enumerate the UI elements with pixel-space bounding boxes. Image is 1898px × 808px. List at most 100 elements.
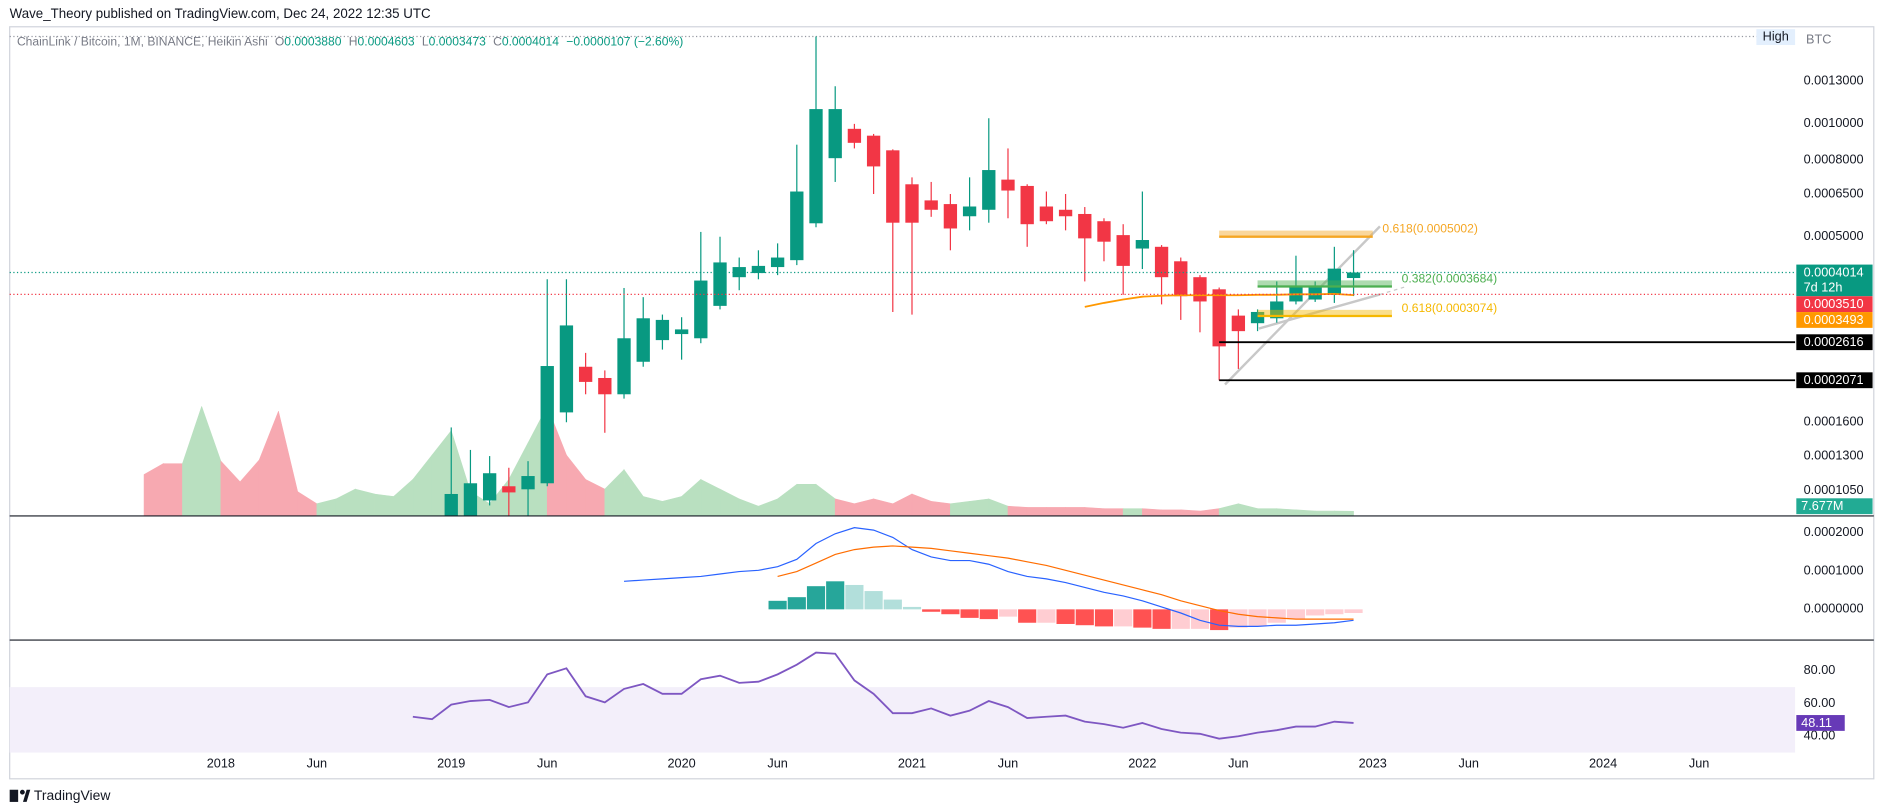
volume-area [1276, 508, 1297, 516]
frame [9, 26, 1875, 780]
x-tick-label: Jun [1689, 756, 1709, 771]
price-label: 0.0003493 [1804, 312, 1864, 327]
high-label: High [1763, 28, 1789, 43]
candle-body [943, 204, 958, 229]
indicator-value: 48.11 [1801, 715, 1832, 730]
price-label-box [1796, 296, 1873, 313]
price-label-box [1796, 264, 1873, 297]
legend-value: 0.0003880 [284, 35, 341, 49]
channel-line [1258, 293, 1381, 330]
y-tick-label: 0.0001000 [1804, 562, 1864, 577]
volume-area [1046, 507, 1066, 516]
legend-key: O [275, 35, 284, 49]
y-tick-label: 0.0001300 [1804, 447, 1864, 462]
candle-body [828, 109, 842, 159]
legend-value: 0.0003473 [429, 35, 486, 49]
volume-area [969, 498, 990, 516]
candle-body [1039, 206, 1054, 222]
x-tick-label: 2021 [898, 756, 926, 771]
legend: ChainLink / Bitcoin, 1M, BINANCE, Heikin… [17, 35, 683, 49]
indicator-line [777, 545, 1354, 620]
price-label: 0.0003510 [1804, 296, 1864, 311]
volume-area [374, 493, 394, 516]
histogram-bar [1171, 609, 1190, 629]
volume-area [1180, 509, 1201, 516]
histogram-bar [864, 591, 883, 610]
price-label-sub: 7d 12h [1804, 280, 1843, 295]
price-label: 0.0004014 [1804, 264, 1864, 279]
candle-body [617, 338, 631, 395]
high-label-box [1756, 29, 1796, 46]
candle-body [1020, 185, 1034, 225]
candle-body [1250, 311, 1265, 324]
y-tick-label: 40.00 [1804, 728, 1836, 743]
volume-area [1295, 509, 1316, 516]
histogram-bar [1210, 609, 1229, 631]
legend-key: H [349, 35, 358, 49]
candle-body [1270, 301, 1284, 319]
histogram-bar [1152, 609, 1171, 629]
histogram-bar [1056, 609, 1075, 624]
histogram-bar [883, 599, 902, 610]
histogram-bar [1114, 609, 1133, 627]
histogram-bar [922, 609, 941, 612]
candle-body [962, 206, 977, 217]
price-label-box [1796, 372, 1873, 389]
volume-area [930, 501, 951, 516]
price-label-box [1796, 334, 1873, 351]
candle-body [482, 473, 497, 501]
histogram-bar [768, 600, 787, 610]
volume-area [1161, 509, 1182, 516]
y-tick-label: 0.0001600 [1804, 414, 1864, 429]
candle-body [674, 329, 689, 335]
volume-area [1142, 508, 1162, 516]
candle-body [1327, 268, 1342, 295]
x-tick-label: 2023 [1359, 756, 1387, 771]
indicator-line [412, 651, 1354, 740]
candle-body [521, 476, 535, 490]
candle-body [732, 267, 746, 278]
histogram-bar [1267, 609, 1286, 623]
legend-change: −0.0000107 (−2.60%) [566, 35, 683, 49]
volume-area [950, 501, 970, 516]
x-tick-label: Jun [998, 756, 1018, 771]
candle-body [713, 262, 727, 306]
y-tick-label: 0.0001050 [1804, 482, 1864, 497]
fib-label: 0.618(0.0005002) [1382, 222, 1477, 236]
candle-body [866, 135, 881, 167]
candle-body [924, 200, 938, 210]
histogram-bar [806, 586, 826, 610]
candle-body [751, 265, 766, 274]
published-note: Wave_Theory published on TradingView.com… [10, 6, 431, 21]
brand: TradingView [34, 787, 111, 803]
x-tick-label: 2018 [207, 756, 235, 771]
brand-logo [9, 789, 31, 802]
legend-value: 0.0004014 [502, 35, 559, 49]
candle-body [1193, 277, 1207, 302]
volume-area [1314, 510, 1335, 516]
x-tick-label: Jun [307, 756, 327, 771]
volume-area [1257, 508, 1278, 516]
histogram-bar [902, 606, 922, 610]
volume-area [1084, 507, 1105, 516]
candle-body [1135, 240, 1150, 249]
y-tick-label: 0.0010000 [1804, 115, 1864, 130]
price-label: 0.0002616 [1804, 334, 1864, 349]
candle-body [636, 318, 650, 362]
candle-body [598, 377, 612, 395]
histogram-bar [979, 609, 998, 620]
volume-area [1007, 505, 1028, 516]
y-tick-label: 60.00 [1804, 695, 1836, 710]
legend-key: C [493, 35, 502, 49]
y-tick-label: 0.0006500 [1804, 185, 1864, 200]
histogram-bar [998, 609, 1018, 617]
candle-body [770, 257, 785, 268]
histogram-bar [1248, 609, 1267, 627]
candle-body [1116, 235, 1130, 266]
histogram-bar [1286, 609, 1306, 620]
volume-area [354, 488, 375, 516]
volume-area [162, 463, 183, 516]
volume-area [1103, 508, 1124, 516]
